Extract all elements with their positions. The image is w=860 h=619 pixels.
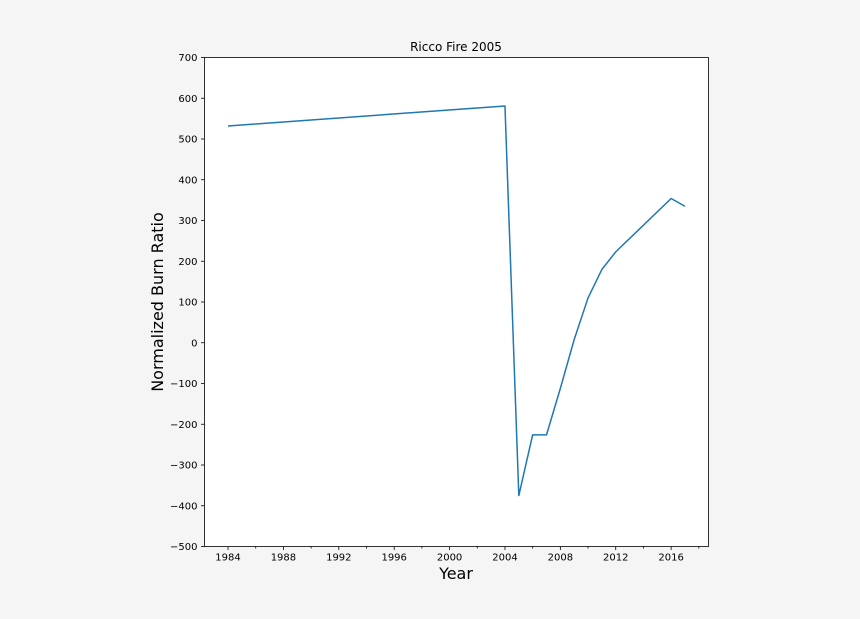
y-tick-label: 100: [178, 298, 197, 309]
x-tick-label: 1984: [215, 553, 240, 564]
y-tick-label: −300: [170, 461, 197, 472]
chart-title: Ricco Fire 2005: [410, 40, 502, 54]
x-tick-label: 1988: [271, 553, 296, 564]
y-tick-label: 500: [178, 135, 197, 146]
y-tick-label: −400: [170, 501, 197, 512]
plot-area: [204, 57, 709, 547]
y-tick-label: 700: [178, 53, 197, 64]
y-tick-label: −100: [170, 379, 197, 390]
x-axis: 1984 1988 1992 1996 2000 2004 2008 2012 2016: [215, 546, 700, 564]
y-tick-label: 400: [178, 175, 197, 186]
y-tick-label: −500: [170, 542, 197, 553]
y-tick-label: −200: [170, 420, 197, 431]
x-tick-label: 2004: [492, 553, 517, 564]
x-axis-label: Year: [438, 564, 473, 583]
y-tick-label: 600: [178, 94, 197, 105]
y-tick-label: 200: [178, 257, 197, 268]
x-tick-label: 2012: [603, 553, 628, 564]
x-tick-label: 2016: [658, 553, 683, 564]
y-axis: 700 600 500 400 300 200 100 0 −100 −200 −300 −400 −5…: [170, 53, 205, 553]
x-tick-label: 1992: [326, 553, 351, 564]
y-tick-label: 300: [178, 216, 197, 227]
x-tick-label: 2008: [548, 553, 573, 564]
y-axis-label: Normalized Burn Ratio: [148, 212, 167, 392]
series-line: [227, 105, 686, 497]
x-tick-label: 2000: [437, 553, 462, 564]
y-tick-label: 0: [191, 338, 197, 349]
x-tick-label: 1996: [381, 553, 406, 564]
series-layer: [227, 105, 686, 497]
